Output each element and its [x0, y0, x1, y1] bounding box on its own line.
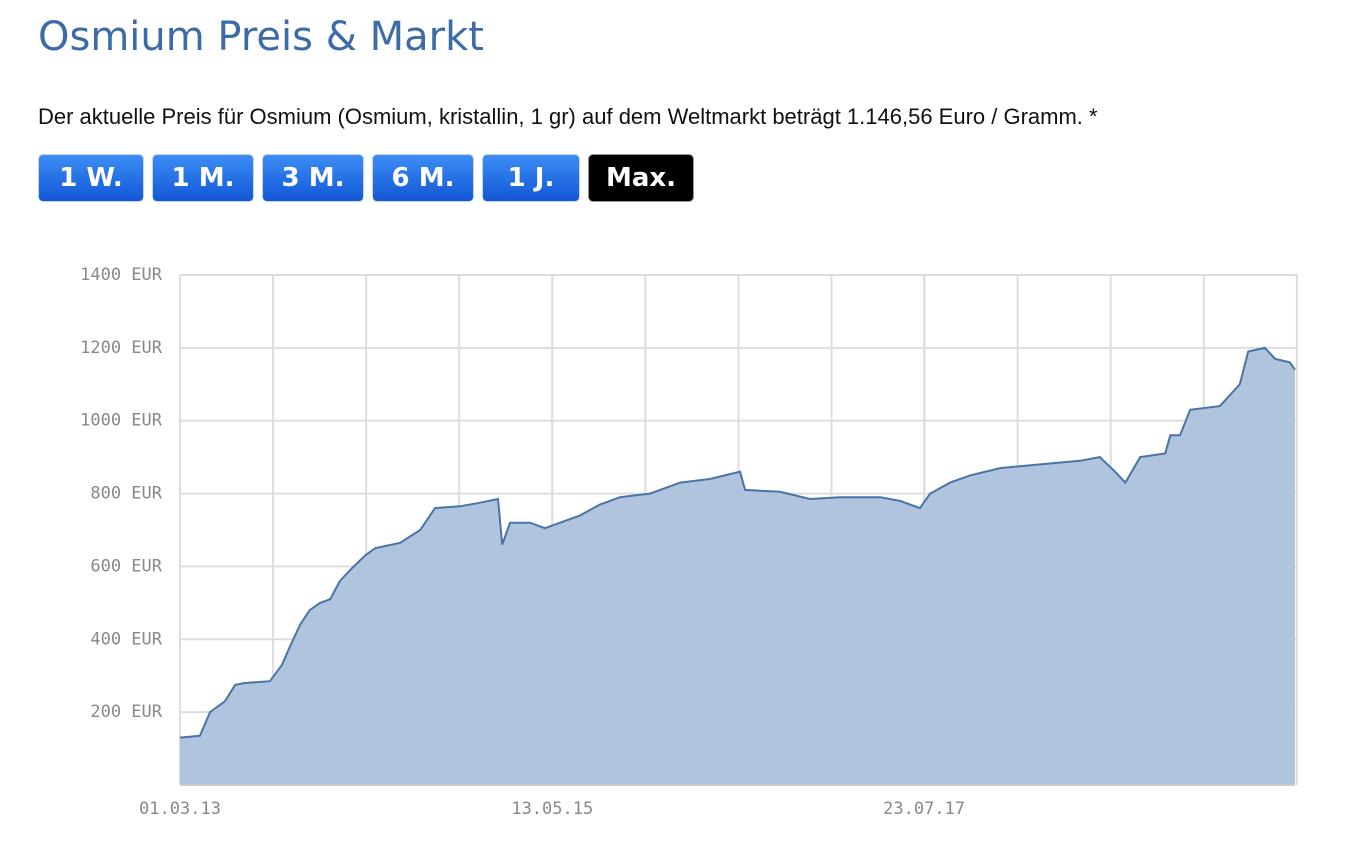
- range-button[interactable]: 1 J.: [482, 154, 580, 202]
- price-text: Der aktuelle Preis für Osmium (Osmium, k…: [38, 104, 1098, 129]
- line: [179, 346, 1296, 739]
- range-button[interactable]: Max.: [588, 154, 694, 202]
- y-tick-label: 200 EUR: [90, 702, 162, 722]
- range-button[interactable]: 3 M.: [262, 154, 364, 202]
- y-tick-label: 800 EUR: [90, 484, 162, 504]
- range-button[interactable]: 6 M.: [372, 154, 474, 202]
- y-tick-label: 1200 EUR: [80, 338, 163, 358]
- y-tick-label: 1400 EUR: [80, 265, 163, 285]
- range-buttons: 1 W. 1 M. 3 M. 6 M. 1 J. Max.: [38, 154, 694, 202]
- area: [180, 347, 1295, 785]
- x-tick-label: 13.05.15: [511, 799, 593, 819]
- y-tick-label: 600 EUR: [90, 556, 162, 576]
- page-title: Osmium Preis & Markt: [38, 14, 484, 60]
- range-button[interactable]: 1 M.: [152, 154, 254, 202]
- y-tick-label: 400 EUR: [90, 629, 162, 649]
- range-button[interactable]: 1 W.: [38, 154, 144, 202]
- x-tick-label: 01.03.13: [139, 799, 221, 819]
- y-tick-label: 1000 EUR: [80, 411, 163, 431]
- x-tick-label: 23.07.17: [883, 799, 965, 819]
